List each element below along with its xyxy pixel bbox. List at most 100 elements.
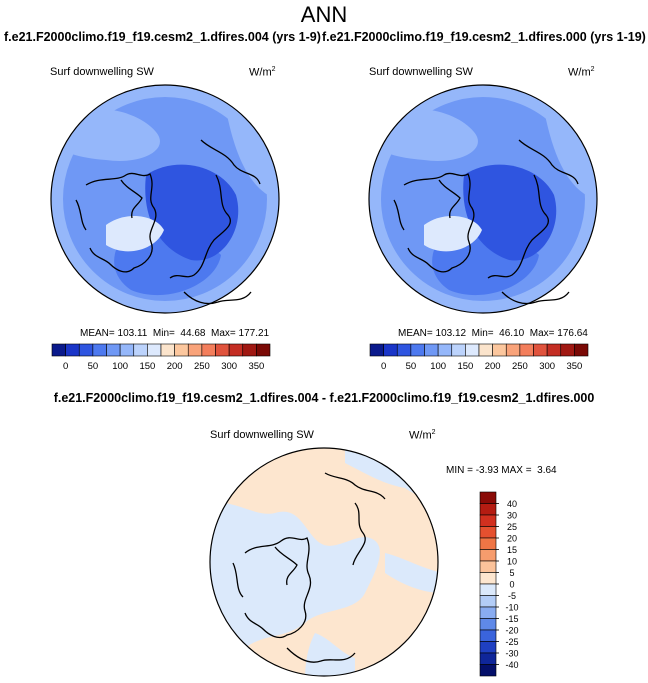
colorbar-box — [383, 343, 398, 357]
panel2-stats: MEAN= 103.12 Min= 46.10 Max= 176.64 — [398, 328, 588, 339]
colorbar-tick-label: -20 — [505, 626, 518, 636]
colorbar-box — [479, 491, 497, 504]
colorbar-box — [133, 343, 148, 357]
colorbar-tick-label: 10 — [507, 557, 517, 567]
colorbar-box — [242, 343, 257, 357]
colorbar-tick-label: 100 — [112, 361, 128, 372]
colorbar-tick-label: 20 — [507, 534, 517, 544]
colorbar-box — [479, 583, 497, 596]
colorbar-box — [519, 343, 534, 357]
colorbar-box — [106, 343, 121, 357]
diff-map-boundary — [209, 447, 439, 677]
colorbar-tick-label: -25 — [505, 637, 518, 647]
colorbar-box — [560, 343, 575, 357]
panel1-darkest-region — [145, 164, 239, 261]
colorbar-box — [215, 343, 230, 357]
colorbar-tick-label: 0 — [509, 580, 514, 590]
panel1-units: W/m2 — [249, 66, 276, 79]
colorbar-tick-label: 0 — [63, 361, 68, 372]
colorbar-box — [451, 343, 466, 357]
left-case-title: f.e21.F2000climo.f19_f19.cesm2_1.dfires.… — [4, 30, 321, 44]
panel2-polar-map — [368, 84, 598, 314]
panel2-darkest-region — [463, 164, 557, 261]
colorbar-tick-label: -40 — [505, 660, 518, 670]
colorbar-tick-label: 250 — [194, 361, 210, 372]
colorbar-tick-label: 200 — [485, 361, 501, 372]
colorbar-tick-label: -30 — [505, 649, 518, 659]
colorbar-tick-label: 50 — [406, 361, 417, 372]
colorbar-box — [201, 343, 216, 357]
colorbar-box — [478, 343, 493, 357]
panel1-bright-region-east — [226, 110, 279, 200]
panel1-map-boundary — [50, 84, 280, 314]
colorbar-box — [119, 343, 135, 357]
colorbar-tick-label: 150 — [457, 361, 473, 372]
colorbar-box — [92, 343, 107, 357]
diff-stats: MIN = -3.93 MAX = 3.64 — [446, 465, 557, 476]
colorbar-box — [479, 503, 497, 516]
diff-units: W/m2 — [409, 429, 436, 442]
colorbar-box — [492, 343, 507, 357]
panel1-stats: MEAN= 103.11 Min= 44.68 Max= 177.21 — [80, 328, 270, 339]
colorbar-box — [78, 343, 94, 357]
colorbar-box — [479, 595, 497, 608]
panel2-colorbar: 0 50 100 150 200 250 300 350 — [369, 343, 589, 372]
panel1-coastlines — [75, 139, 261, 305]
panel1-polar-map — [50, 84, 280, 314]
colorbar-box — [479, 572, 497, 585]
panel2-coastlines — [393, 139, 579, 305]
colorbar-box — [479, 537, 497, 550]
colorbar-tick-label: -10 — [505, 603, 518, 613]
panel2-map-boundary — [368, 84, 598, 314]
colorbar-tick-label: 25 — [507, 522, 517, 532]
panel2-greenland — [424, 215, 482, 252]
colorbar-box — [479, 514, 497, 527]
colorbar-box — [574, 343, 589, 357]
colorbar-tick-label: 100 — [430, 361, 446, 372]
diff-polar-map — [209, 447, 439, 677]
diff-negative-region-west — [210, 502, 380, 676]
colorbar-box — [228, 343, 244, 357]
colorbar-box — [410, 343, 425, 357]
colorbar-tick-label: 250 — [512, 361, 528, 372]
diff-field-label: Surf downwelling SW — [210, 429, 314, 441]
colorbar-tick-label: 40 — [507, 499, 517, 509]
colorbar-box — [396, 343, 412, 357]
panel2-field-label: Surf downwelling SW — [369, 66, 473, 78]
colorbar-box — [147, 343, 162, 357]
diff-negative-region-east — [385, 553, 438, 593]
colorbar-tick-label: 350 — [566, 361, 582, 372]
colorbar-tick-label: -5 — [508, 591, 516, 601]
colorbar-box — [65, 343, 80, 357]
colorbar-box — [479, 560, 497, 573]
colorbar-tick-label: 150 — [139, 361, 155, 372]
figure-title: ANN — [300, 2, 348, 27]
colorbar-box — [424, 343, 439, 357]
colorbar-tick-label: 200 — [167, 361, 183, 372]
panel2-units: W/m2 — [568, 66, 595, 79]
colorbar-tick-label: 300 — [539, 361, 555, 372]
colorbar-tick-label: 0 — [381, 361, 386, 372]
colorbar-box — [479, 629, 497, 642]
colorbar-box — [369, 343, 384, 357]
colorbar-box — [479, 641, 497, 654]
colorbar-tick-label: 50 — [88, 361, 99, 372]
colorbar-box — [479, 606, 497, 619]
colorbar-box — [187, 343, 203, 357]
colorbar-box — [479, 664, 497, 677]
colorbar-box — [533, 343, 548, 357]
colorbar-box — [256, 343, 271, 357]
panel1-colorbar: 0 50 100 150 200 250 300 350 — [51, 343, 271, 372]
colorbar-box — [479, 549, 497, 562]
diff-coastlines — [232, 472, 386, 663]
difference-title: f.e21.F2000climo.f19_f19.cesm2_1.dfires.… — [53, 391, 595, 405]
colorbar-tick-label: -15 — [505, 614, 518, 624]
colorbar-box — [465, 343, 480, 357]
colorbar-box — [51, 343, 66, 357]
panel1-greenland — [106, 215, 164, 252]
colorbar-tick-label: 15 — [507, 545, 517, 555]
panel2-bright-region-east — [544, 110, 597, 200]
colorbar-tick-label: 350 — [248, 361, 264, 372]
colorbar-box — [437, 343, 453, 357]
